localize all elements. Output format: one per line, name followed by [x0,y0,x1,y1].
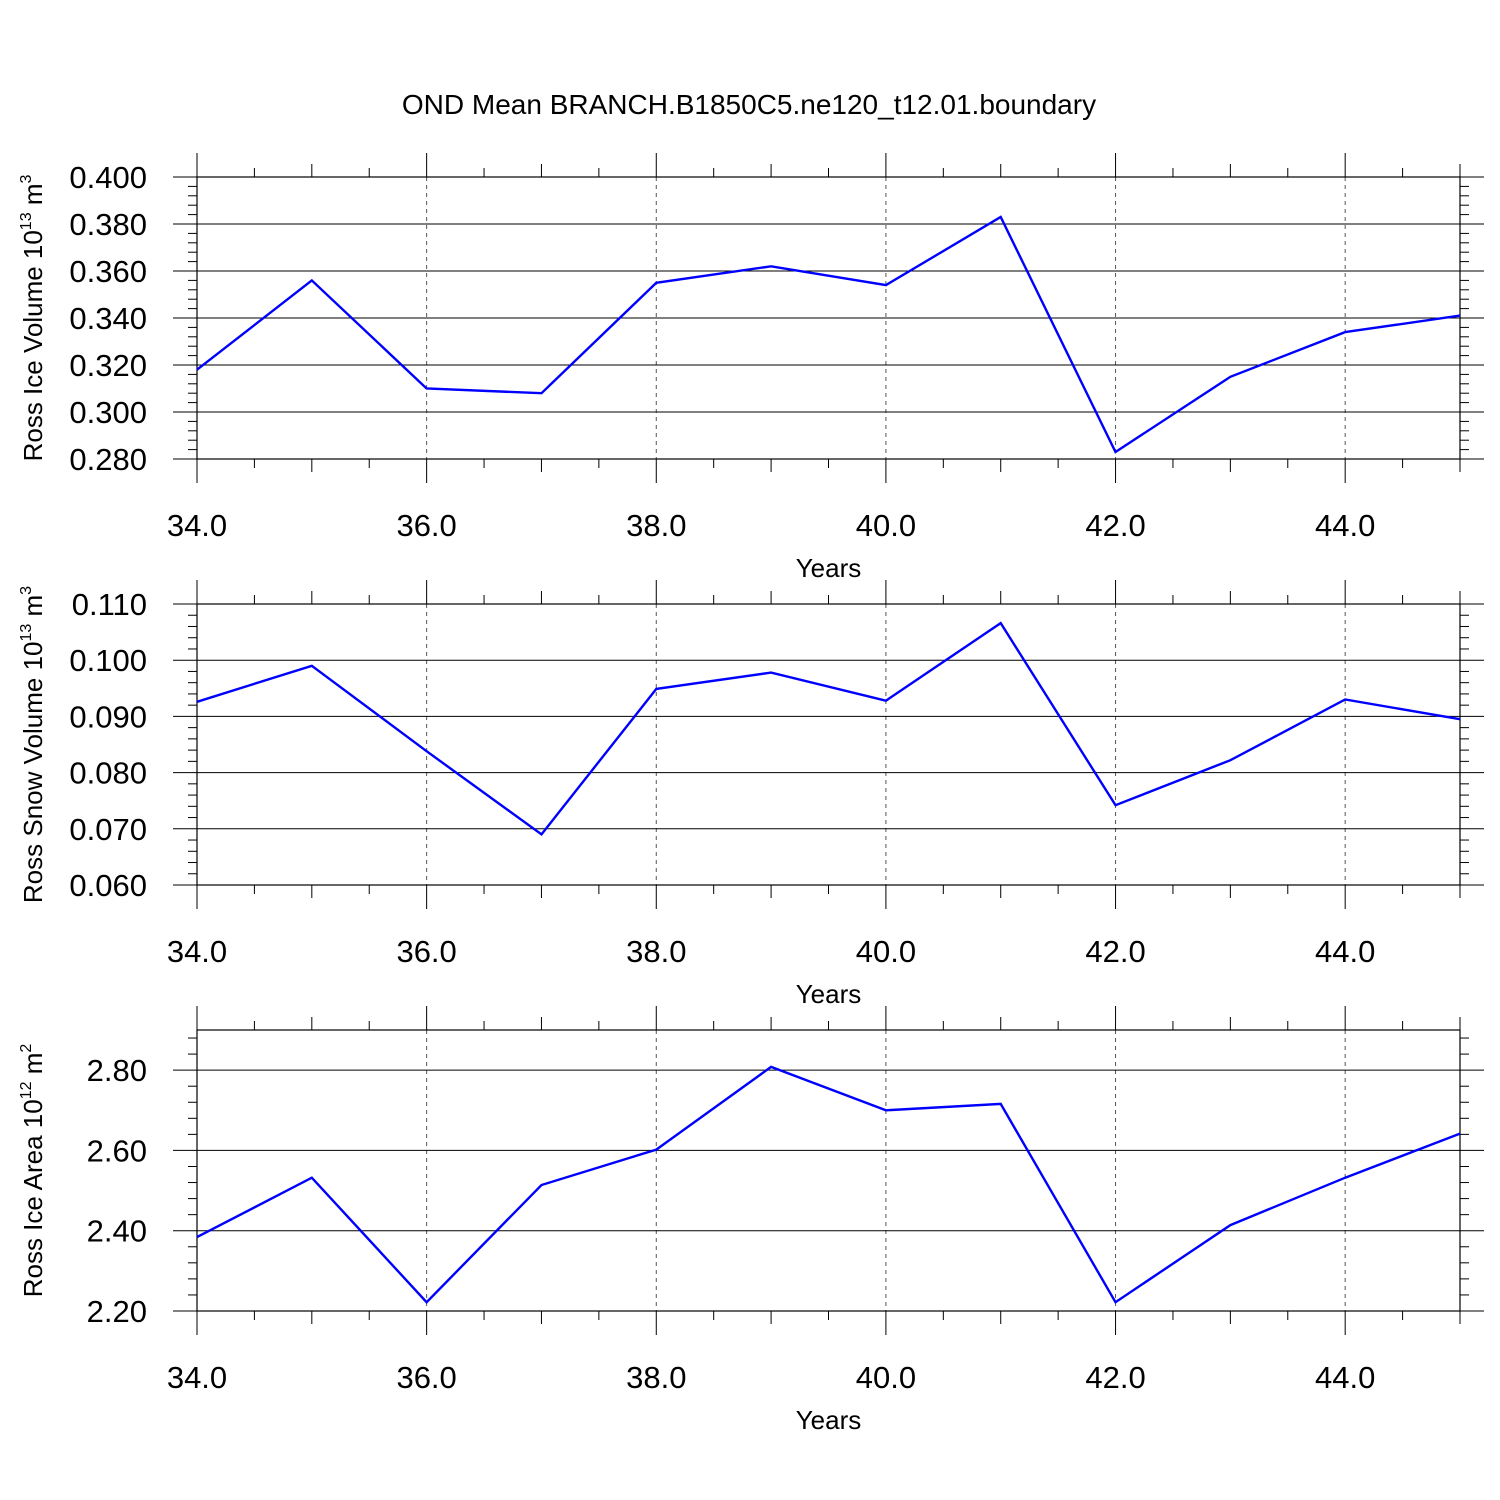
y-tick-label: 2.60 [87,1133,147,1168]
y-tick-label: 0.280 [69,442,147,477]
y-tick-label: 0.110 [72,587,147,622]
chart-title: OND Mean BRANCH.B1850C5.ne120_t12.01.bou… [402,89,1096,120]
x-tick-label: 42.0 [1085,1360,1145,1395]
x-tick-label: 40.0 [856,508,916,543]
y-tick-label: 0.400 [69,160,147,195]
y-tick-label: 0.380 [69,207,147,242]
y-tick-label: 0.080 [69,756,147,791]
chart-panels: 0.280 0.300 0.320 0.340 0.360 0.380 0.400 34.0 3… [18,153,1484,1435]
x-tick-label: 36.0 [396,934,456,969]
x-axis-label: Years [796,553,862,583]
y-tick-label: 0.320 [69,348,147,383]
x-tick-label: 36.0 [396,1360,456,1395]
y-axis-label: Ross Ice Area 1012 m2 [18,1044,48,1298]
y-tick-label: 0.300 [69,395,147,430]
x-tick-label: 38.0 [626,934,686,969]
x-tick-label: 44.0 [1315,508,1375,543]
x-tick-label: 34.0 [167,934,227,969]
panel-2: 0.060 0.070 0.080 0.090 0.100 0.110 34.0 36.0 38… [18,580,1484,1009]
x-axis-label: Years [796,979,862,1009]
x-tick-label: 44.0 [1315,1360,1375,1395]
x-tick-label: 40.0 [856,934,916,969]
x-tick-label: 42.0 [1085,934,1145,969]
series-line [196,1065,1461,1304]
y-axis-label: Ross Ice Volume 1013 m3 [18,174,48,461]
y-tick-label: 0.060 [69,868,147,903]
x-tick-label: 44.0 [1315,934,1375,969]
x-tick-label: 36.0 [396,508,456,543]
x-tick-label: 40.0 [856,1360,916,1395]
plot-frame [196,603,1461,886]
y-tick-label: 0.100 [69,643,147,678]
panel-1: 0.280 0.300 0.320 0.340 0.360 0.380 0.400 34.0 3… [18,153,1484,583]
y-tick-label: 2.80 [87,1053,147,1088]
y-tick-label: 2.20 [87,1294,147,1329]
y-tick-label: 2.40 [87,1214,147,1249]
x-tick-label: 38.0 [626,508,686,543]
series-line [196,215,1461,454]
x-tick-label: 38.0 [626,1360,686,1395]
x-tick-label: 42.0 [1085,508,1145,543]
y-axis-label: Ross Snow Volume 1013 m3 [18,586,48,903]
y-tick-label: 0.070 [69,812,147,847]
series-line [196,621,1461,837]
panel-3: 2.20 2.40 2.60 2.80 34.0 36.0 38.0 40.0 42.0 44.0… [18,1006,1484,1435]
plot-frame [196,1029,1461,1312]
y-tick-label: 0.340 [69,301,147,336]
y-tick-label: 0.090 [69,699,147,734]
x-tick-label: 34.0 [167,1360,227,1395]
x-tick-label: 34.0 [167,508,227,543]
y-tick-label: 0.360 [69,254,147,289]
x-axis-label: Years [796,1405,862,1435]
